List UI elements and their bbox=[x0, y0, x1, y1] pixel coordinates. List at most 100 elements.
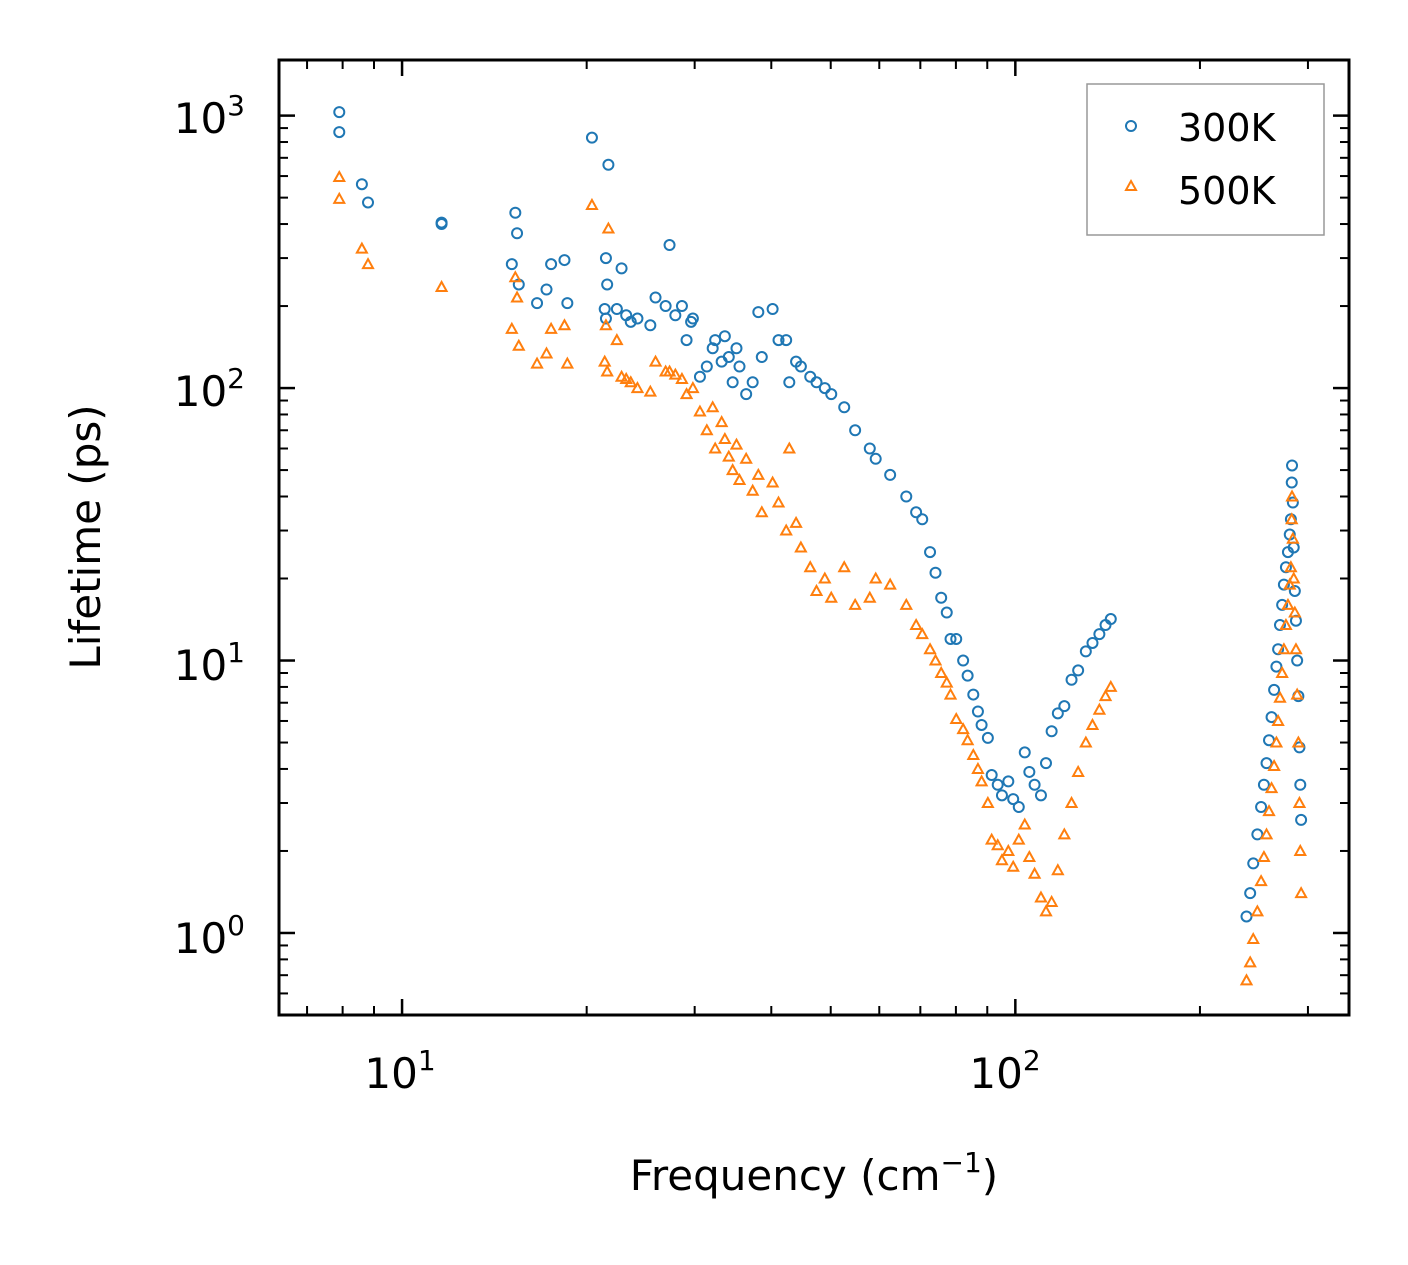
point-300K bbox=[838, 401, 851, 414]
point-300K bbox=[766, 303, 779, 316]
point-500K bbox=[1044, 894, 1059, 907]
point-300K bbox=[940, 606, 953, 619]
point-500K bbox=[1289, 642, 1303, 655]
legend-label-300k: 300K bbox=[1178, 106, 1277, 150]
point-300K bbox=[957, 654, 970, 667]
point-300K bbox=[975, 718, 988, 731]
point-500K bbox=[803, 560, 817, 573]
point-500K bbox=[599, 318, 613, 331]
point-300K bbox=[706, 342, 719, 355]
point-300K bbox=[649, 291, 662, 304]
y-axis-title: Lifetime (ps) bbox=[61, 404, 110, 669]
point-500K bbox=[714, 415, 729, 428]
point-500K bbox=[597, 354, 612, 367]
x-tick-label-10-exp: 1 bbox=[418, 1044, 436, 1077]
y-tick-label-1000-exp: 3 bbox=[227, 89, 245, 122]
plot-frame bbox=[277, 58, 1351, 1017]
point-300K bbox=[1268, 683, 1281, 696]
point-500K bbox=[751, 467, 766, 480]
point-500K bbox=[1285, 489, 1299, 502]
legend-marker-300k bbox=[1125, 120, 1137, 132]
point-500K bbox=[943, 687, 958, 700]
point-500K bbox=[1057, 827, 1072, 840]
point-500K bbox=[729, 437, 744, 450]
point-500K bbox=[1275, 665, 1289, 678]
point-500K bbox=[863, 590, 877, 603]
y-tick-label-1000: 103 bbox=[174, 89, 245, 143]
point-300K bbox=[722, 351, 735, 364]
point-300K bbox=[355, 178, 368, 191]
legend-marker-500k bbox=[1124, 178, 1138, 191]
point-500K bbox=[505, 321, 519, 334]
point-500K bbox=[1286, 531, 1300, 544]
point-300K bbox=[1012, 800, 1025, 813]
point-300K bbox=[733, 360, 746, 373]
point-300K bbox=[1257, 778, 1270, 791]
point-500K bbox=[923, 642, 937, 655]
point-500K bbox=[585, 197, 599, 210]
point-300K bbox=[869, 452, 882, 465]
y-tick-label-1: 100 bbox=[174, 909, 245, 963]
point-300K bbox=[1240, 910, 1253, 923]
point-300K bbox=[1072, 664, 1085, 677]
point-300K bbox=[825, 388, 838, 401]
point-300K bbox=[772, 334, 785, 347]
point-300K bbox=[545, 258, 558, 271]
point-500K bbox=[934, 665, 948, 678]
point-300K bbox=[1093, 628, 1106, 641]
point-500K bbox=[848, 597, 862, 610]
point-500K bbox=[1262, 804, 1276, 817]
point-300K bbox=[1286, 496, 1299, 509]
point-500K bbox=[1246, 931, 1260, 945]
point-300K bbox=[967, 688, 980, 701]
point-500K bbox=[928, 653, 943, 666]
point-500K bbox=[1283, 577, 1297, 590]
point-300K bbox=[810, 376, 823, 389]
series-500K bbox=[332, 169, 1308, 986]
point-300K bbox=[624, 315, 637, 328]
point-500K bbox=[883, 577, 897, 590]
x-axis-title-sup: −1 bbox=[941, 1146, 982, 1179]
point-500K bbox=[981, 795, 995, 808]
point-300K bbox=[1244, 887, 1257, 900]
point-300K bbox=[818, 382, 831, 395]
point-300K bbox=[1295, 813, 1308, 826]
point-300K bbox=[663, 239, 676, 252]
legend: 300K 500K bbox=[1086, 83, 1325, 236]
point-500K bbox=[1243, 955, 1257, 968]
point-300K bbox=[950, 632, 963, 645]
point-500K bbox=[722, 449, 736, 462]
point-300K bbox=[718, 330, 731, 343]
point-500K bbox=[949, 711, 963, 725]
point-300K bbox=[669, 309, 682, 322]
point-300K bbox=[1079, 645, 1092, 658]
point-300K bbox=[509, 206, 522, 219]
point-300K bbox=[991, 778, 1004, 791]
point-500K bbox=[679, 387, 694, 400]
point-500K bbox=[971, 761, 985, 774]
point-500K bbox=[1287, 571, 1301, 584]
point-300K bbox=[752, 306, 765, 319]
point-300K bbox=[709, 334, 722, 347]
y-tick-label-1-exp: 0 bbox=[227, 909, 245, 942]
point-500K bbox=[960, 733, 975, 746]
point-500K bbox=[869, 571, 883, 584]
point-500K bbox=[1273, 690, 1287, 703]
point-300K bbox=[1039, 757, 1052, 770]
point-300K bbox=[863, 442, 876, 455]
x-axis-title: Frequency (cm−1) bbox=[630, 1146, 998, 1200]
point-500K bbox=[1264, 781, 1279, 794]
x-tick-label-10: 101 bbox=[364, 1044, 435, 1098]
point-500K bbox=[630, 381, 645, 394]
point-500K bbox=[643, 384, 658, 397]
point-500K bbox=[940, 675, 954, 688]
point-500K bbox=[1092, 702, 1107, 715]
point-500K bbox=[1259, 827, 1274, 840]
point-500K bbox=[1098, 689, 1113, 702]
point-500K bbox=[600, 364, 614, 377]
point-500K bbox=[648, 354, 663, 367]
point-300K bbox=[1002, 775, 1015, 788]
point-500K bbox=[732, 472, 747, 485]
point-500K bbox=[909, 617, 923, 631]
point-300K bbox=[1288, 584, 1301, 597]
